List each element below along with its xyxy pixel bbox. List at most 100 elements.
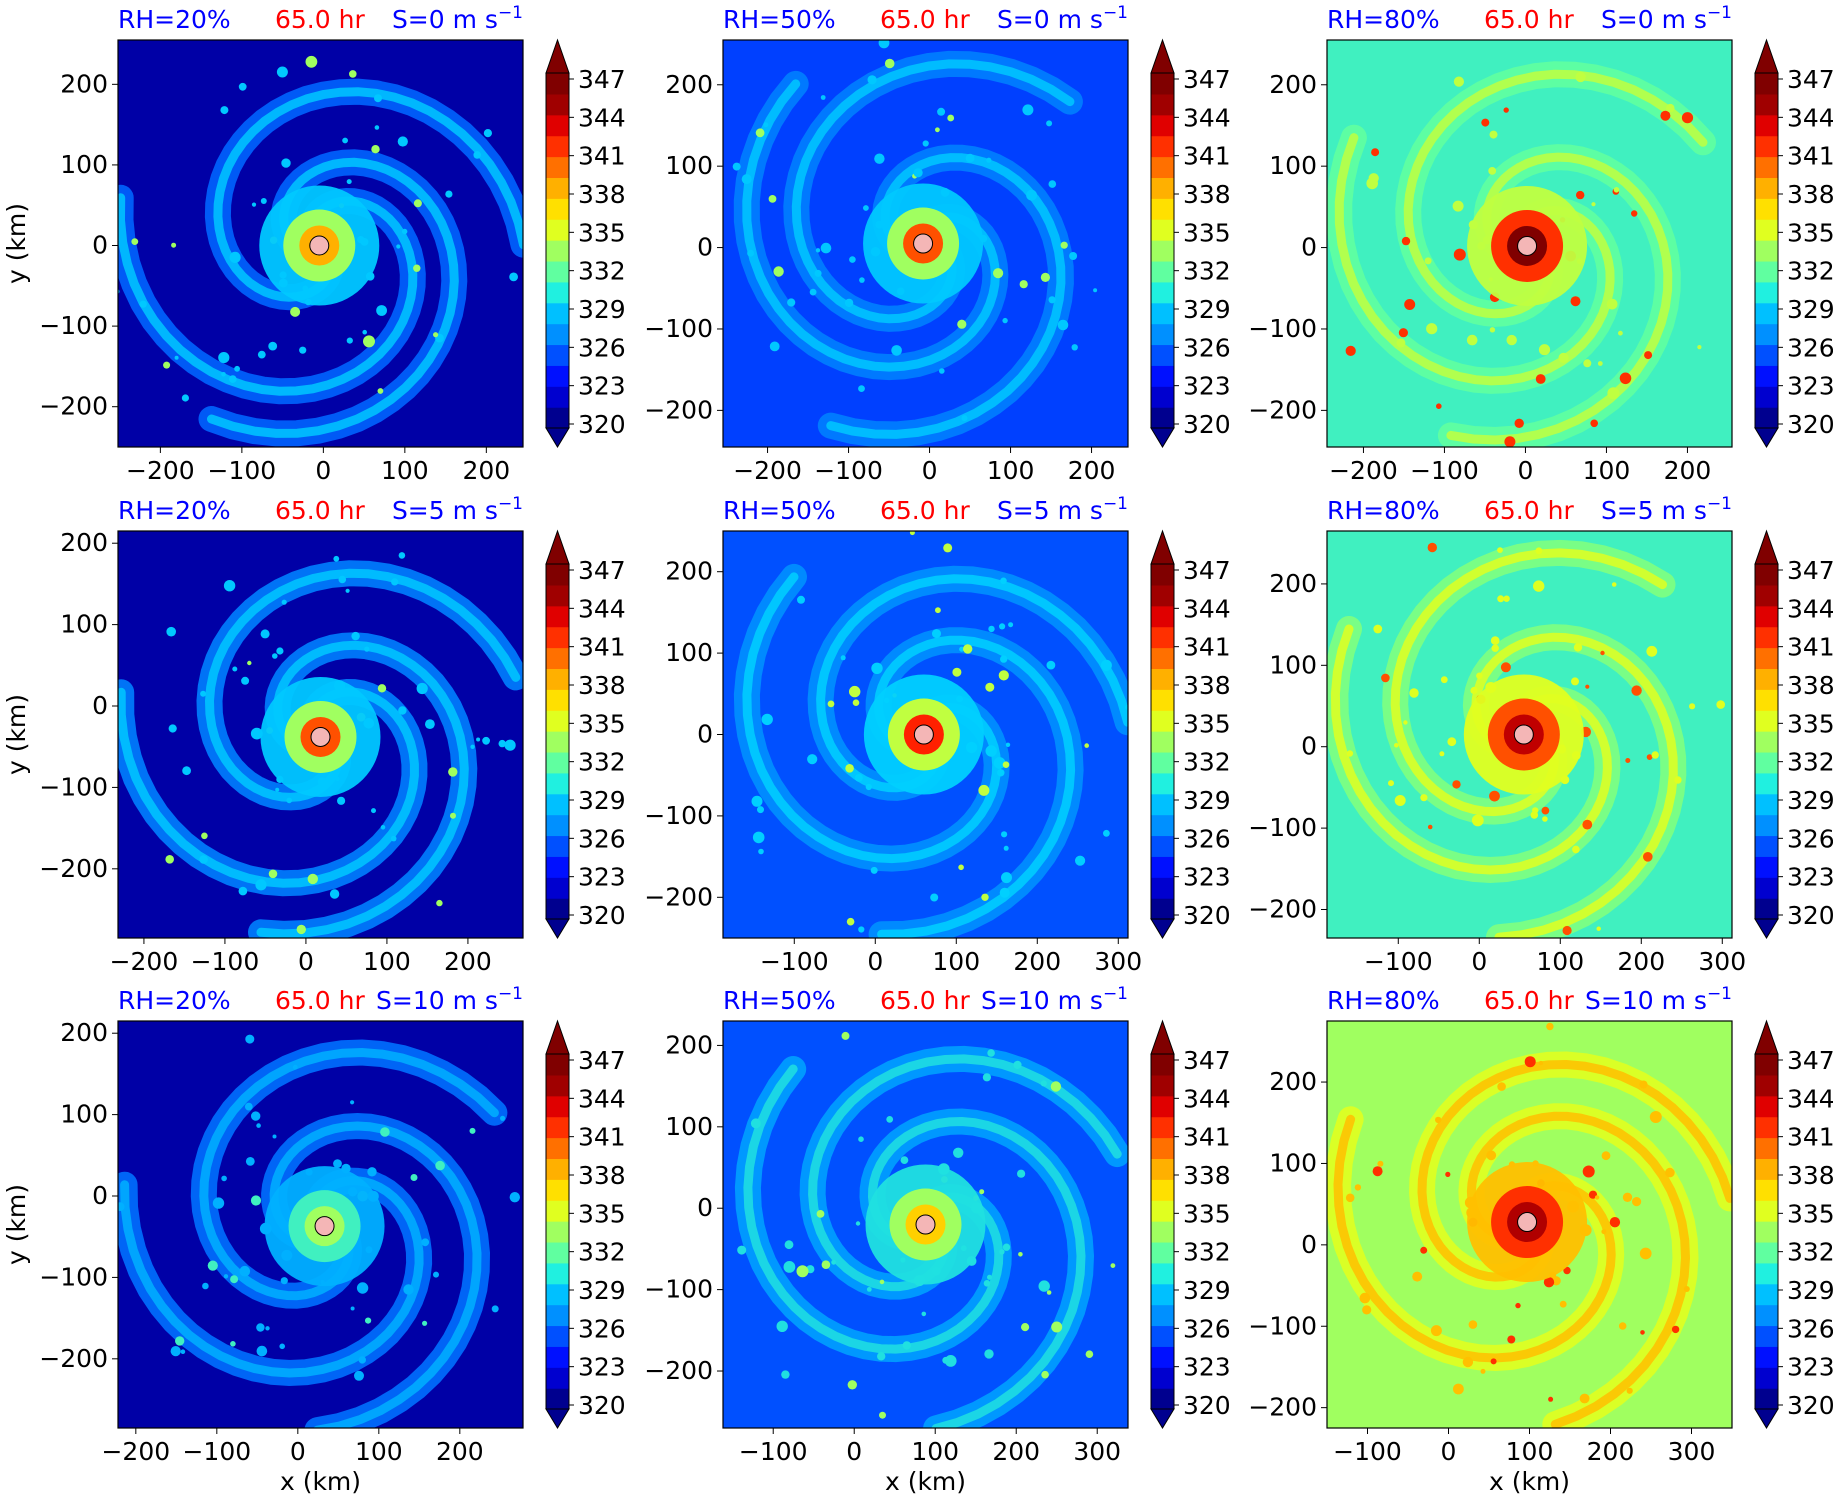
convective-cell: [865, 783, 872, 791]
colorbar-tick-label: 326: [578, 824, 626, 853]
convective-cell: [1590, 419, 1598, 428]
convective-cell: [265, 1326, 270, 1331]
convective-cell: [170, 1346, 181, 1357]
colorbar-tick-label: 329: [578, 1276, 626, 1305]
convective-cell: [1575, 71, 1586, 83]
colorbar-segment: [1151, 1054, 1174, 1076]
x-tick-label: −100: [760, 947, 829, 976]
colorbar-segment: [1755, 710, 1778, 732]
colorbar-segment: [1151, 710, 1174, 732]
title-time: 65.0 hr: [880, 496, 970, 525]
convective-cell: [255, 879, 267, 891]
colorbar-segment: [1755, 1158, 1778, 1180]
convective-cell: [879, 1411, 886, 1419]
convective-cell: [500, 1115, 506, 1121]
colorbar-tick-label: 320: [1787, 901, 1833, 930]
convective-cell: [166, 626, 176, 637]
convective-cell: [377, 388, 384, 394]
colorbar-tick-label: 344: [578, 594, 626, 623]
colorbar: 320 323 326 329 332 335 338 341 344 347: [1754, 38, 1833, 448]
colorbar-segment: [1755, 1241, 1778, 1264]
convective-cell: [245, 1034, 255, 1044]
convective-cell: [1050, 1081, 1062, 1092]
convective-cell: [1649, 1111, 1662, 1123]
convective-cell: [1051, 1321, 1063, 1333]
convective-cell: [299, 346, 307, 354]
colorbar-segment: [1151, 114, 1174, 137]
convective-cell: [1354, 1184, 1362, 1191]
convective-cell: [978, 784, 990, 796]
convective-cell: [275, 787, 280, 792]
colorbar-frame: [1754, 1053, 1779, 1410]
colorbar-segment: [1151, 856, 1174, 878]
convective-cell: [909, 531, 915, 536]
convective-cell: [1600, 650, 1605, 656]
convective-cell: [250, 727, 263, 740]
convective-cell: [498, 739, 506, 748]
convective-cell: [1497, 595, 1505, 603]
convective-cell: [1572, 845, 1580, 854]
colorbar: 320 323 326 329 332 335 338 341 344 347: [1754, 529, 1833, 939]
title-time: 65.0 hr: [275, 496, 365, 525]
colorbar-segment: [1151, 1137, 1174, 1160]
convective-cell: [509, 272, 518, 282]
colorbar-segment: [1151, 564, 1174, 586]
convective-cell: [247, 660, 252, 666]
convective-cell: [1445, 1171, 1451, 1177]
title-rh: RH=50%: [723, 5, 836, 34]
x-tick-label: 200: [1664, 456, 1712, 485]
x-tick-label: 200: [436, 1437, 484, 1466]
convective-cell: [1435, 1116, 1442, 1124]
colorbar: 320 323 326 329 332 335 338 341 344 347: [545, 38, 626, 448]
convective-cell: [871, 662, 883, 674]
convective-cell: [448, 767, 458, 777]
colorbar-segment: [1151, 814, 1174, 837]
colorbar-segment: [1755, 240, 1778, 262]
convective-cell: [234, 365, 241, 372]
y-tick-label: 200: [1269, 70, 1317, 99]
convective-cell: [1372, 1166, 1383, 1177]
convective-cell: [1470, 686, 1478, 695]
colorbar-tick-label: 326: [1787, 824, 1833, 853]
x-axis-label: x (km): [1489, 1467, 1570, 1496]
title-rh: RH=20%: [118, 496, 231, 525]
convective-cell: [981, 893, 989, 901]
convective-cell: [171, 242, 177, 248]
convective-cell: [773, 266, 784, 277]
title-shear-exponent: −1: [498, 984, 523, 1004]
colorbar-segment: [1151, 647, 1174, 670]
colorbar-frame: [1754, 72, 1779, 429]
convective-cell: [1490, 636, 1500, 645]
convective-cell: [241, 676, 250, 685]
convective-cell: [1681, 112, 1694, 124]
colorbar-segment: [1151, 386, 1174, 408]
storm-center-marker: [314, 1216, 335, 1237]
colorbar-segment: [1755, 1095, 1778, 1118]
convective-cell: [376, 305, 387, 316]
title-shear: S=5 m s−1: [392, 494, 523, 525]
convective-cell: [999, 1249, 1005, 1255]
x-tick-label: 200: [1617, 947, 1665, 976]
colorbar: 320 323 326 329 332 335 338 341 344 347: [1150, 1019, 1231, 1429]
convective-cell: [218, 352, 230, 364]
convective-cell: [1404, 299, 1416, 310]
convective-cell: [1440, 676, 1448, 684]
x-tick-label: −100: [1333, 1437, 1402, 1466]
colorbar-tick-label: 335: [578, 1199, 626, 1228]
colorbar-tick-label: 326: [1787, 333, 1833, 362]
convective-cell: [1613, 187, 1620, 193]
convective-cell: [1562, 925, 1572, 936]
y-tick-label: 0: [1301, 1230, 1317, 1259]
convective-cell: [732, 162, 741, 171]
colorbar-segment: [546, 135, 569, 158]
convective-cell: [1000, 577, 1007, 585]
convective-cell: [364, 646, 370, 652]
convective-cell: [422, 1320, 428, 1326]
convective-cell: [1619, 372, 1632, 385]
convective-cell: [1002, 317, 1008, 324]
convective-cell: [1646, 645, 1658, 657]
x-tick-label: 200: [992, 1437, 1040, 1466]
convective-cell: [1579, 1393, 1590, 1404]
colorbar-tick-label: 338: [578, 1161, 626, 1190]
y-tick-label: 200: [60, 69, 108, 98]
